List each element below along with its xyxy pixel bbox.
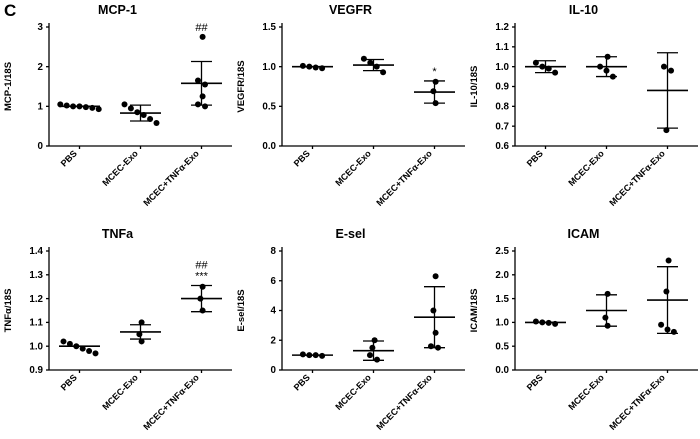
- svg-text:1.4: 1.4: [29, 246, 43, 257]
- svg-text:##: ##: [195, 22, 208, 34]
- svg-text:6: 6: [271, 275, 277, 286]
- svg-text:0: 0: [38, 141, 44, 152]
- svg-text:TNFα/18S: TNFα/18S: [3, 288, 14, 332]
- svg-text:1.2: 1.2: [29, 293, 43, 304]
- svg-text:1.3: 1.3: [29, 270, 43, 281]
- svg-text:0.6: 0.6: [495, 141, 509, 152]
- svg-text:MCEC+TNFα-Exo: MCEC+TNFα-Exo: [607, 371, 667, 431]
- svg-text:2.5: 2.5: [495, 246, 509, 257]
- svg-text:4: 4: [271, 305, 277, 316]
- svg-text:0.0: 0.0: [495, 365, 509, 376]
- svg-text:1.2: 1.2: [495, 22, 509, 33]
- svg-text:0.9: 0.9: [495, 82, 509, 93]
- svg-text:2: 2: [38, 62, 44, 73]
- svg-text:PBS: PBS: [525, 372, 545, 392]
- svg-text:PBS: PBS: [525, 148, 545, 168]
- svg-text:ICAM: ICAM: [568, 227, 600, 241]
- svg-text:1.5: 1.5: [262, 22, 276, 33]
- svg-text:0.5: 0.5: [495, 341, 509, 352]
- svg-text:1.1: 1.1: [495, 42, 509, 53]
- svg-text:MCEC+TNFα-Exo: MCEC+TNFα-Exo: [141, 148, 201, 208]
- svg-text:E-sel: E-sel: [336, 227, 366, 241]
- svg-text:1.0: 1.0: [495, 62, 509, 73]
- svg-text:0.0: 0.0: [262, 141, 276, 152]
- svg-text:0.9: 0.9: [29, 365, 43, 376]
- svg-text:8: 8: [271, 246, 277, 257]
- svg-text:PBS: PBS: [59, 372, 79, 392]
- svg-text:MCEC-Exo: MCEC-Exo: [566, 148, 606, 188]
- svg-text:MCEC+TNFα-Exo: MCEC+TNFα-Exo: [607, 148, 667, 208]
- svg-text:PBS: PBS: [59, 148, 79, 168]
- svg-text:1.0: 1.0: [262, 62, 276, 73]
- svg-text:1.0: 1.0: [29, 341, 43, 352]
- svg-text:IL-10: IL-10: [569, 3, 598, 17]
- svg-text:0.8: 0.8: [495, 102, 509, 113]
- svg-text:1: 1: [38, 102, 44, 113]
- svg-text:MCEC-Exo: MCEC-Exo: [100, 371, 140, 411]
- svg-text:3: 3: [38, 22, 44, 33]
- svg-text:*: *: [432, 66, 437, 78]
- svg-text:MCEC-Exo: MCEC-Exo: [566, 371, 606, 411]
- svg-text:TNFa: TNFa: [102, 227, 134, 241]
- svg-text:0.7: 0.7: [495, 121, 509, 132]
- svg-text:***: ***: [195, 270, 209, 282]
- svg-text:MCEC+TNFα-Exo: MCEC+TNFα-Exo: [374, 371, 434, 431]
- svg-text:MCEC+TNFα-Exo: MCEC+TNFα-Exo: [141, 371, 201, 431]
- svg-text:MCP-1/18S: MCP-1/18S: [3, 62, 14, 111]
- svg-text:MCEC-Exo: MCEC-Exo: [333, 371, 373, 411]
- svg-text:##: ##: [195, 259, 208, 271]
- svg-text:PBS: PBS: [292, 148, 312, 168]
- svg-text:1.5: 1.5: [495, 293, 509, 304]
- svg-text:MCEC+TNFα-Exo: MCEC+TNFα-Exo: [374, 148, 434, 208]
- svg-text:VEGFR: VEGFR: [329, 3, 372, 17]
- svg-text:0: 0: [271, 365, 277, 376]
- svg-text:VEGFR/18S: VEGFR/18S: [236, 60, 247, 112]
- svg-text:MCEC-Exo: MCEC-Exo: [100, 148, 140, 188]
- svg-text:IL-10/18S: IL-10/18S: [469, 66, 480, 108]
- svg-text:MCEC-Exo: MCEC-Exo: [333, 148, 373, 188]
- svg-text:1.0: 1.0: [495, 317, 509, 328]
- svg-text:ICAM/18S: ICAM/18S: [469, 288, 480, 332]
- svg-text:0.5: 0.5: [262, 102, 276, 113]
- svg-text:PBS: PBS: [292, 372, 312, 392]
- svg-text:MCP-1: MCP-1: [98, 3, 137, 17]
- svg-text:E-sel/18S: E-sel/18S: [236, 289, 247, 331]
- svg-text:2.0: 2.0: [495, 270, 509, 281]
- svg-text:1.1: 1.1: [29, 317, 43, 328]
- svg-text:2: 2: [271, 335, 277, 346]
